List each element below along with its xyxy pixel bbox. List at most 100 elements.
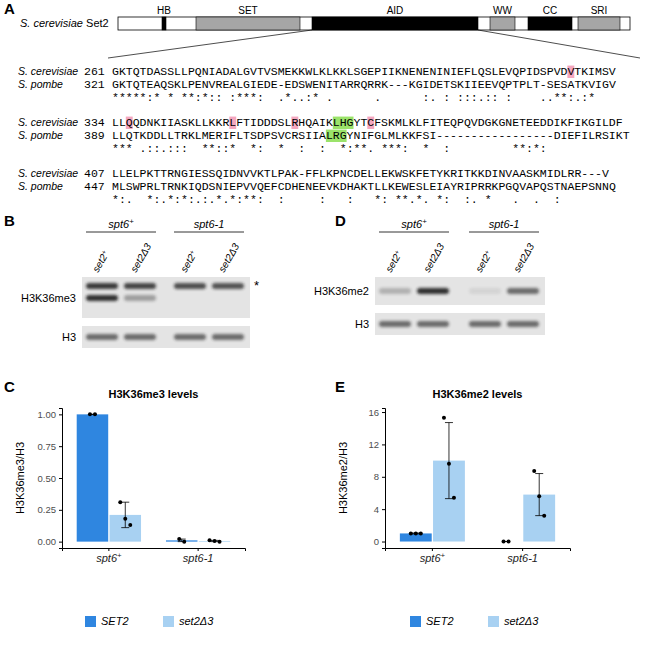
tick-mark	[382, 509, 385, 510]
x-axis-line	[63, 549, 246, 552]
band	[86, 295, 118, 301]
text-part: S. cerevisiae	[20, 17, 83, 29]
y-tick: 0	[374, 536, 385, 547]
data-point	[507, 540, 511, 544]
y-tick: 0.75	[38, 441, 63, 452]
panel-label: D	[335, 212, 346, 229]
row-label: H3K36me3	[21, 292, 76, 304]
text-sup: +	[482, 248, 490, 255]
x-axis: spt6+ spt6-1	[386, 548, 571, 564]
conservation: *:. *:.*:*:.:.*.*:**: : : : *: **.*. *: …	[112, 193, 561, 206]
lane-label: set2+	[473, 248, 494, 274]
sequence: LL	[112, 116, 126, 129]
error-bar	[121, 502, 129, 527]
data-point	[409, 531, 413, 535]
text-part: spt6-1	[194, 218, 225, 230]
error-cap	[535, 473, 543, 474]
band	[124, 283, 156, 289]
y-tick: 0.25	[38, 504, 63, 515]
residue-highlight	[333, 117, 354, 129]
domain	[528, 17, 572, 30]
legend-swatch	[85, 616, 96, 627]
residue-start: 261	[84, 65, 105, 78]
error-cap	[121, 502, 129, 503]
data-point	[542, 514, 546, 518]
tick-mark	[522, 548, 523, 551]
bar	[110, 515, 142, 542]
data-point	[419, 531, 423, 535]
residue-start: 407	[84, 167, 105, 180]
y-tick: 0.50	[38, 473, 63, 484]
text-part: set2	[178, 252, 197, 274]
group-underline	[469, 232, 539, 233]
band	[124, 295, 156, 301]
conservation: *** .::.::: **::* *: * : : *:**. ***: * …	[112, 142, 547, 155]
text-part: spt6-1	[183, 552, 214, 564]
text-sup: +	[422, 217, 427, 226]
plot-area	[400, 416, 555, 544]
band	[379, 321, 411, 327]
text-part: Set2	[83, 17, 109, 29]
data-point	[532, 469, 536, 473]
domain-label: WW	[493, 5, 512, 16]
text-part: set2Δ3	[216, 241, 241, 274]
text-sup: +	[441, 550, 446, 559]
text-part: set2	[90, 252, 109, 274]
tick-label: 4	[374, 504, 379, 515]
y-tick: 16	[368, 407, 385, 418]
text-part: spt6	[420, 552, 442, 564]
residue-start: 389	[84, 129, 105, 142]
blot-strip	[375, 277, 545, 305]
group-label: spt6-1	[489, 218, 520, 230]
text-sup: +	[129, 217, 134, 226]
protein-label: S. cerevisiae Set2	[20, 17, 109, 29]
text-part: spt6-1	[507, 552, 538, 564]
data-point	[177, 537, 181, 541]
x-tick: spt6-1	[507, 548, 538, 564]
sequence: GKTQTDASSLLPQNIADALGVTVSMEKKWLKLKKLSGEPI…	[112, 65, 568, 78]
band	[212, 334, 244, 340]
residue-highlight	[326, 130, 347, 142]
sequence: MLSWPRLTRNKIQDSNIEPVVQEFCDHENEEVKDHAKTLL…	[112, 180, 616, 193]
y-axis-title: H3K36me3/H3	[14, 442, 26, 514]
tick-mark	[382, 542, 385, 543]
sequence: LHG	[333, 116, 354, 129]
residue-highlight	[567, 66, 574, 78]
data-point	[452, 496, 456, 500]
band	[507, 288, 539, 294]
data-point	[118, 500, 122, 504]
data-point	[213, 539, 217, 543]
tick-mark	[382, 477, 385, 478]
legend-label: SET2	[426, 615, 454, 627]
tick-mark	[382, 412, 385, 413]
x-tick: spt6+	[96, 548, 122, 564]
tick-label: spt6-1	[507, 552, 538, 564]
tick-label: 0.50	[38, 473, 57, 484]
domain-label: AID	[387, 5, 404, 16]
tick-mark	[59, 542, 62, 543]
sequence: FTIDDDSL	[236, 116, 291, 129]
band	[417, 321, 449, 327]
legend: SET2set2Δ3	[410, 615, 539, 627]
zoom-line	[108, 30, 312, 58]
tick-label: 0.25	[38, 504, 57, 515]
bar	[77, 414, 109, 541]
data-point	[414, 531, 418, 535]
tick-mark	[382, 444, 385, 445]
band	[174, 283, 206, 289]
panel-a: S. cerevisiae Set2HBSETAIDWWCCSRIS. cere…	[18, 5, 640, 206]
data-point	[218, 540, 222, 544]
data-point	[537, 494, 541, 498]
sequence: FSKMLKLFITEQPQVDGKGNETEEDDIKFIKGILDF	[374, 116, 623, 129]
band	[469, 321, 501, 327]
tick-label: 0	[374, 536, 379, 547]
group-label: spt6-1	[194, 218, 225, 230]
species-name: S. pombe	[18, 180, 63, 192]
tick-mark	[59, 510, 62, 511]
domain-label: CC	[543, 5, 557, 16]
sequence: YNIFGLMLKKFSI-----------------DIEFILRSIK…	[347, 129, 630, 142]
plot-area	[77, 412, 231, 543]
text-part: set2Δ3	[511, 241, 536, 274]
residue-start: 321	[84, 78, 105, 91]
species-name: S. pombe	[18, 78, 63, 90]
